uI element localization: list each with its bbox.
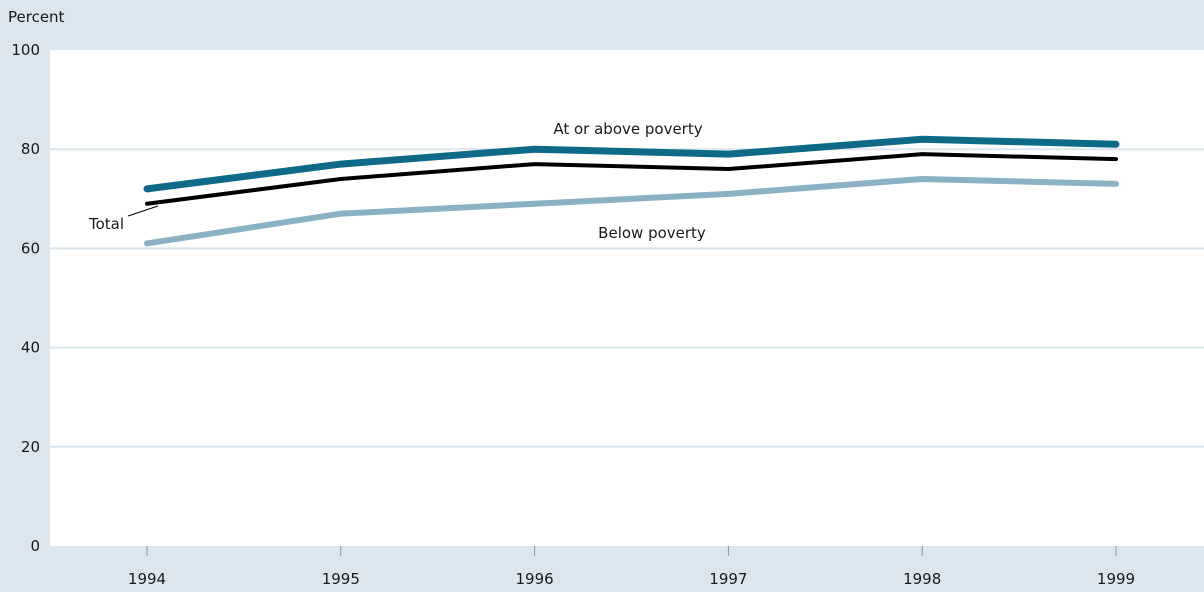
total-label-leader <box>127 205 159 217</box>
plot-area <box>50 50 1204 546</box>
y-tick-label: 40 <box>21 339 40 357</box>
y-tick-label: 60 <box>21 239 40 257</box>
x-tick-label: 1994 <box>128 570 166 588</box>
x-tick-label: 1995 <box>322 570 360 588</box>
x-tick-label: 1996 <box>516 570 554 588</box>
y-axis-title: Percent <box>8 8 65 26</box>
y-tick-label: 80 <box>21 140 40 158</box>
y-tick-label: 100 <box>11 41 40 59</box>
series-label: Total <box>88 215 124 233</box>
series-line-at-or-above-poverty <box>143 135 1120 193</box>
x-tick-label: 1998 <box>903 570 941 588</box>
series-line-below-poverty <box>144 175 1119 247</box>
series-label: At or above poverty <box>553 120 702 138</box>
y-tick-label: 20 <box>21 438 40 456</box>
series-label: Below poverty <box>598 224 706 242</box>
y-tick-label: 0 <box>30 537 40 555</box>
x-tick-label: 1997 <box>709 570 747 588</box>
series-labels: At or above poverty Below poverty Total <box>88 120 706 242</box>
axes: 0 20 40 60 80 100 1994 1995 1996 1997 1998 1999 <box>11 41 1135 588</box>
x-tick-label: 1999 <box>1097 570 1135 588</box>
series-line-total <box>145 152 1118 206</box>
series-lines <box>143 135 1120 247</box>
